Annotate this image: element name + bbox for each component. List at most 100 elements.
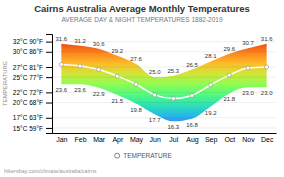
data-label: 23.6 [74, 87, 86, 93]
grid-line [52, 117, 276, 118]
y-tick-mark [46, 103, 52, 104]
y-tick-label: 30°C 86°F [13, 48, 43, 55]
y-tick: 17°C 63°F [13, 114, 52, 121]
x-tick-label: Apr [112, 136, 124, 144]
x-tick: Jan [56, 136, 67, 143]
data-label: 21.8 [223, 96, 235, 102]
y-tick: 20°C 68°F [13, 99, 52, 106]
x-tick: Sep [205, 136, 218, 144]
data-label: 28.1 [205, 53, 217, 59]
data-label: 29.6 [223, 46, 235, 52]
y-tick-mark [46, 128, 52, 129]
x-tick-label: Oct [224, 136, 235, 143]
data-label: 19.2 [205, 110, 217, 116]
data-label: 23.0 [242, 90, 254, 96]
y-tick: 25°C 77°F [13, 74, 52, 81]
y-tick: 22°C 72°F [13, 89, 52, 96]
y-axis: 32°C 90°F 30°C 86°F 27°C 81°F 25°C 77°F 22°C… [13, 35, 53, 134]
average-point [115, 74, 119, 78]
y-tick-label: 22°C 72°F [13, 89, 43, 96]
x-tick: Nov [242, 136, 255, 143]
subtitle: AVERAGE DAY & NIGHT TEMPERATURES 1882-20… [61, 16, 222, 23]
data-label: 23.6 [55, 87, 67, 93]
average-point [134, 82, 138, 86]
x-tick: Aug [186, 136, 199, 144]
x-tick-label: Jun [150, 136, 161, 143]
average-point [190, 93, 194, 97]
x-tick: Oct [224, 136, 235, 143]
y-tick-label: 32°C 90°F [13, 38, 43, 45]
y-tick: 30°C 86°F [13, 48, 52, 55]
grid-line [52, 51, 276, 52]
y-tick-mark [46, 52, 52, 53]
average-point [265, 65, 269, 69]
plot-area [52, 42, 276, 128]
average-point [209, 83, 213, 87]
x-tick-label: Jan [56, 136, 67, 143]
data-label: 25.3 [167, 68, 179, 74]
legend: TEMPERATURE [115, 152, 173, 159]
x-tick-label: Sep [205, 136, 218, 144]
data-label: 16.3 [167, 124, 179, 130]
y-tick: 32°C 90°F [13, 38, 52, 45]
y-tick-label: 27°C 81°F [13, 64, 43, 71]
average-point [153, 93, 157, 97]
y-tick-mark [46, 118, 52, 119]
title: Cairns Australia Average Monthly Tempera… [34, 3, 250, 14]
y-tick-mark [46, 67, 52, 68]
y-tick: 27°C 81°F [13, 64, 52, 71]
data-label: 30.7 [242, 40, 254, 46]
y-axis-title: TEMPERATURE [2, 61, 8, 106]
chart: Cairns Australia Average Monthly Tempera… [0, 0, 284, 177]
y-tick-mark [46, 92, 52, 93]
temperature-band [61, 44, 266, 122]
data-label: 30.6 [93, 41, 105, 47]
x-axis-line [53, 133, 277, 134]
grid-line [52, 127, 276, 128]
x-tick: Dec [261, 136, 274, 143]
data-labels: 31.6 31.2 30.6 29.2 27.6 25.0 25.3 26.5 28.1 29.6… [55, 36, 273, 131]
average-point [246, 66, 250, 70]
grid-line [52, 77, 276, 78]
footer: hikersbay.com/climate/australia/cairns [4, 168, 97, 174]
y-tick-label: 17°C 63°F [13, 114, 43, 121]
x-tick-label: Feb [74, 136, 86, 143]
x-tick: Apr [112, 136, 124, 144]
legend-label: TEMPERATURE [123, 152, 172, 159]
x-axis: Jan Feb Mar Apr May Jun Jul Aug Sep Oct Nov Dec [53, 134, 277, 144]
x-tick-label: May [130, 136, 144, 144]
x-tick-label: Aug [186, 136, 199, 144]
data-label: 25.0 [149, 69, 161, 75]
y-tick-label: 15°C 59°F [13, 125, 43, 132]
data-label: 19.8 [130, 107, 142, 113]
x-tick-label: Dec [261, 136, 274, 143]
average-point [227, 73, 231, 77]
y-tick-label: 20°C 68°F [13, 99, 43, 106]
grid-line [52, 102, 276, 103]
data-label: 23.0 [261, 90, 273, 96]
x-tick: Jul [169, 136, 178, 143]
average-point [97, 68, 101, 72]
data-label: 31.6 [55, 36, 67, 42]
data-label: 26.5 [186, 62, 198, 68]
average-line [61, 64, 266, 98]
data-label: 22.9 [93, 91, 105, 97]
data-label: 27.6 [130, 56, 142, 62]
x-tick-label: Jul [169, 136, 178, 143]
y-tick: 15°C 59°F [13, 125, 52, 132]
data-label: 29.2 [111, 48, 123, 54]
x-tick: Mar [93, 136, 106, 143]
y-tick-mark [46, 77, 52, 78]
x-tick: Jun [150, 136, 161, 143]
data-label: 21.5 [111, 98, 123, 104]
x-tick: Feb [74, 136, 86, 143]
y-tick-mark [46, 42, 52, 43]
data-label: 31.6 [261, 36, 273, 42]
data-label: 31.2 [74, 38, 86, 44]
data-label: 17.7 [149, 117, 161, 123]
y-tick-label: 25°C 77°F [13, 74, 43, 81]
average-point [78, 64, 82, 68]
y-axis-line [46, 35, 53, 134]
legend-marker [115, 153, 120, 158]
x-tick-label: Nov [242, 136, 255, 143]
